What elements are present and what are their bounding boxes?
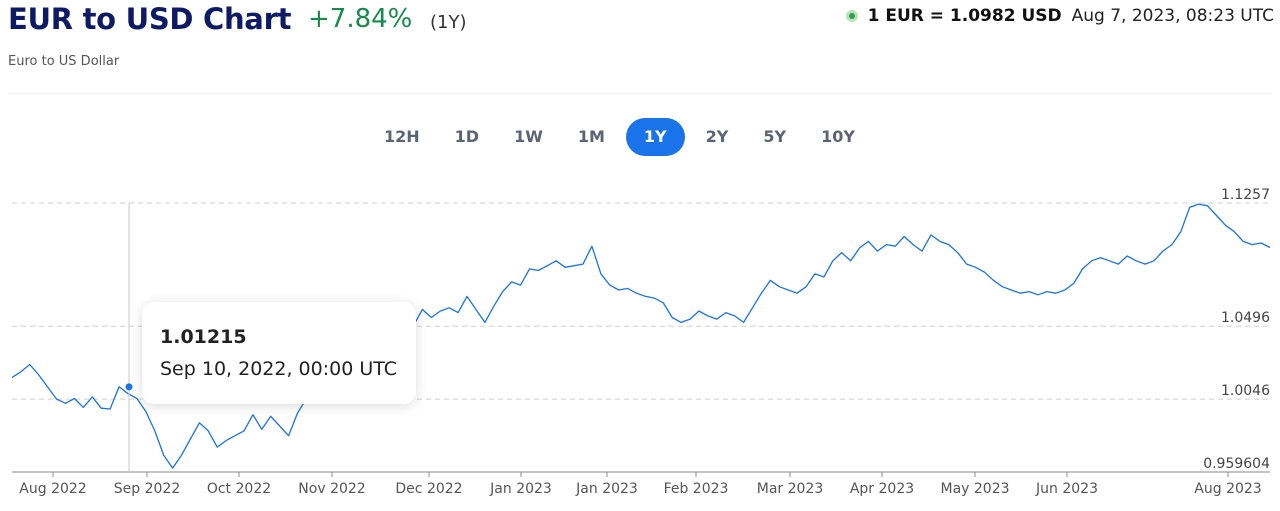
range-tab-1y[interactable]: 1Y [625, 118, 685, 156]
tooltip-value: 1.01215 [160, 326, 247, 348]
x-tick-label: Dec 2022 [395, 481, 462, 497]
range-tab-1d[interactable]: 1D [454, 127, 480, 146]
range-tab-10y[interactable]: 10Y [821, 127, 855, 146]
range-tab-1m[interactable]: 1M [577, 127, 605, 146]
range-tab-1w[interactable]: 1W [514, 127, 543, 146]
x-tick-label: Oct 2022 [207, 481, 271, 497]
y-tick-label: 1.0046 [1221, 383, 1270, 399]
x-tick-label: Aug 2022 [19, 481, 86, 497]
x-tick-label: Apr 2023 [850, 481, 914, 497]
x-tick-label: Aug 2023 [1194, 481, 1261, 497]
x-tick-label: Jan 2023 [575, 481, 638, 497]
hover-point [125, 383, 133, 391]
tooltip-date: Sep 10, 2022, 00:00 UTC [160, 358, 397, 380]
range-tab-5y[interactable]: 5Y [763, 127, 787, 146]
change-period: (1Y) [430, 12, 467, 33]
x-tick-label: Jun 2023 [1035, 481, 1098, 497]
current-rate: 1 EUR = 1.0982 USD [867, 6, 1062, 26]
x-tick-label: Mar 2023 [757, 481, 824, 497]
x-tick-label: May 2023 [940, 481, 1009, 497]
x-tick-label: Nov 2022 [298, 481, 365, 497]
header-divider [8, 93, 1272, 94]
rate-timestamp: Aug 7, 2023, 08:23 UTC [1071, 6, 1274, 26]
x-tick-label: Feb 2023 [664, 481, 729, 497]
range-tab-2y[interactable]: 2Y [705, 127, 729, 146]
range-tab-12h[interactable]: 12H [384, 127, 420, 146]
x-tick-label: Sep 2022 [114, 481, 180, 497]
series-line [11, 203, 1271, 469]
rate-chart[interactable]: 1.1257 1.0496 1.0046 0.959604 Aug 2022 Sep 20… [0, 170, 1280, 511]
y-tick-label: 0.959604 [1203, 456, 1270, 472]
page-title: EUR to USD Chart [8, 2, 292, 36]
pair-subtitle: Euro to US Dollar [8, 54, 120, 69]
live-status-icon [845, 10, 858, 22]
x-tick-label: Jan 2023 [489, 481, 552, 497]
chart-tooltip: 1.01215 Sep 10, 2022, 00:00 UTC [142, 302, 416, 404]
change-percent: +7.84% [308, 4, 413, 34]
y-tick-label: 1.1257 [1221, 187, 1270, 203]
y-tick-label: 1.0496 [1221, 310, 1270, 326]
range-tabs: 12H 1D 1W 1M 1Y 2Y 5Y 10Y [370, 118, 876, 156]
live-rate: 1 EUR = 1.0982 USD Aug 7, 2023, 08:23 UT… [845, 6, 1274, 26]
